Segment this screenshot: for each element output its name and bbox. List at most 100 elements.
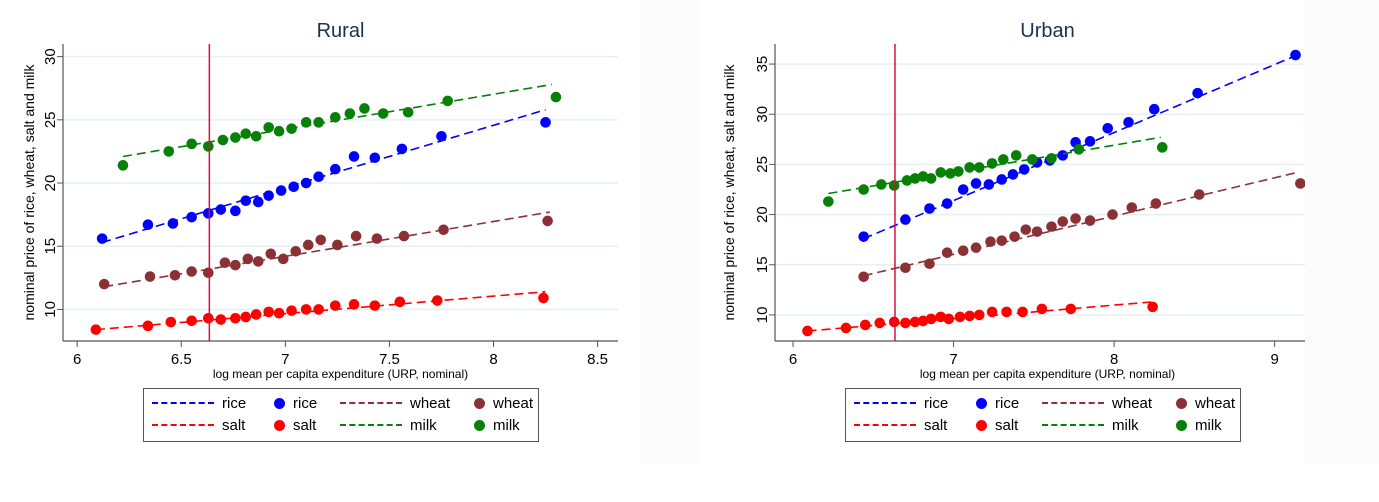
legend-label: milk: [1195, 416, 1222, 434]
wheat-fit-line: [863, 171, 1298, 277]
milk-point: [925, 173, 937, 184]
legend-label: milk: [410, 416, 437, 434]
milk-point: [344, 108, 356, 119]
wheat-point: [1150, 198, 1162, 209]
rice-point: [252, 196, 264, 208]
rice-point: [96, 233, 108, 244]
wheat-point: [371, 233, 383, 244]
rice-point: [1018, 164, 1030, 175]
salt-point: [874, 317, 886, 329]
wheat-point: [858, 271, 869, 283]
rice-point: [1123, 116, 1134, 128]
wheat-point: [957, 245, 969, 256]
wheat-point: [398, 230, 410, 242]
wheat-point: [219, 257, 231, 268]
legend-dash-icon: [854, 424, 916, 426]
legend-item-salt-line: salt: [152, 415, 270, 435]
milk-point: [876, 179, 887, 190]
rice-point: [167, 218, 179, 229]
wheat-point: [970, 242, 982, 253]
rice-point: [970, 178, 982, 189]
salt-point: [935, 311, 947, 323]
panel-gap: [640, 0, 700, 463]
milk-point: [203, 141, 214, 152]
rice-point: [540, 117, 551, 128]
rice-point: [941, 198, 953, 209]
legend-item-salt-line: salt: [854, 415, 972, 435]
wheat-point: [277, 253, 289, 265]
legend-dash-icon: [152, 402, 214, 404]
panel-right-margin: [1305, 0, 1379, 463]
legend-dash-icon: [340, 402, 402, 404]
legend-label: salt: [995, 416, 1019, 434]
y-tick-label: 35: [754, 56, 771, 73]
rice-point: [1007, 169, 1019, 180]
salt-point: [1147, 301, 1158, 313]
milk-point: [402, 106, 414, 118]
salt-point: [538, 292, 549, 304]
wheat-point: [1295, 178, 1305, 189]
salt-point: [142, 320, 154, 332]
legend-item-rice-line: rice: [854, 393, 972, 413]
legend-dot-icon: [274, 397, 285, 409]
legend-label: milk: [1112, 416, 1139, 434]
rural-chart: Rural 10 15 20 25 30 6 6.5 7 7.5 8 8.5 log mean per …: [21, 20, 618, 381]
milk-point: [1156, 142, 1168, 153]
rural-legend: rice rice wheat wheat salt salt milk milk: [143, 388, 539, 442]
x-tick-label: 9: [1271, 351, 1279, 368]
legend-item-milk-dot: milk: [470, 415, 550, 435]
wheat-point: [1107, 209, 1118, 220]
legend-dot-icon: [1176, 419, 1187, 431]
salt-point: [263, 306, 274, 318]
rice-point: [142, 219, 154, 231]
wheat-point: [1046, 221, 1057, 232]
legend-label: salt: [293, 416, 317, 434]
rice-point: [230, 205, 241, 217]
y-tick-label: 10: [42, 301, 59, 318]
milk-point: [313, 117, 324, 128]
milk-point: [550, 91, 562, 103]
legend-dash-icon: [340, 424, 402, 426]
x-tick-label: 7: [949, 351, 957, 368]
chart-title: Urban: [1020, 20, 1074, 42]
salt-point: [286, 305, 297, 316]
legend-dot-icon: [474, 397, 485, 409]
rice-point: [900, 214, 911, 225]
rice-point: [1192, 87, 1203, 99]
rice-point: [1057, 150, 1069, 161]
legend-label: rice: [924, 394, 949, 412]
wheat-point: [1084, 215, 1096, 226]
salt-point: [802, 325, 813, 337]
wheat-point: [1009, 231, 1020, 242]
x-axis-label: log mean per capita expenditure (URP, no…: [920, 367, 1175, 381]
y-tick-label: 20: [42, 175, 59, 192]
y-tick-label: 15: [42, 238, 59, 255]
legend-item-wheat-line: wheat: [1042, 393, 1172, 413]
wheat-point: [1031, 226, 1043, 237]
salt-point: [165, 316, 177, 328]
wheat-point: [252, 256, 264, 267]
milk-point: [359, 103, 370, 114]
legend-item-rice-dot: rice: [270, 393, 340, 413]
salt-point: [917, 315, 929, 327]
y-tick-label: 15: [754, 256, 771, 273]
x-tick-label: 7.5: [379, 351, 400, 368]
bottom-margin: [0, 463, 1379, 502]
x-axis-label: log mean per capita expenditure (URP, no…: [213, 367, 468, 381]
milk-point: [163, 146, 175, 157]
salt-point: [900, 317, 911, 329]
legend-label: salt: [222, 416, 246, 434]
urban-chart: Urban 10 15 20 25 30 35 6 7 8 9 log mean per capita…: [721, 20, 1305, 381]
milk-point: [888, 180, 900, 191]
milk-point: [286, 123, 297, 134]
rice-point: [924, 203, 935, 214]
milk-point: [945, 168, 956, 179]
legend-item-milk-line: milk: [1042, 415, 1172, 435]
wheat-point: [203, 267, 214, 279]
legend-label: wheat: [1112, 394, 1153, 412]
wheat-point: [1020, 224, 1032, 235]
legend-label: rice: [995, 394, 1020, 412]
wheat-point: [1126, 202, 1138, 213]
salt-point: [925, 313, 937, 325]
rice-point: [263, 190, 274, 201]
